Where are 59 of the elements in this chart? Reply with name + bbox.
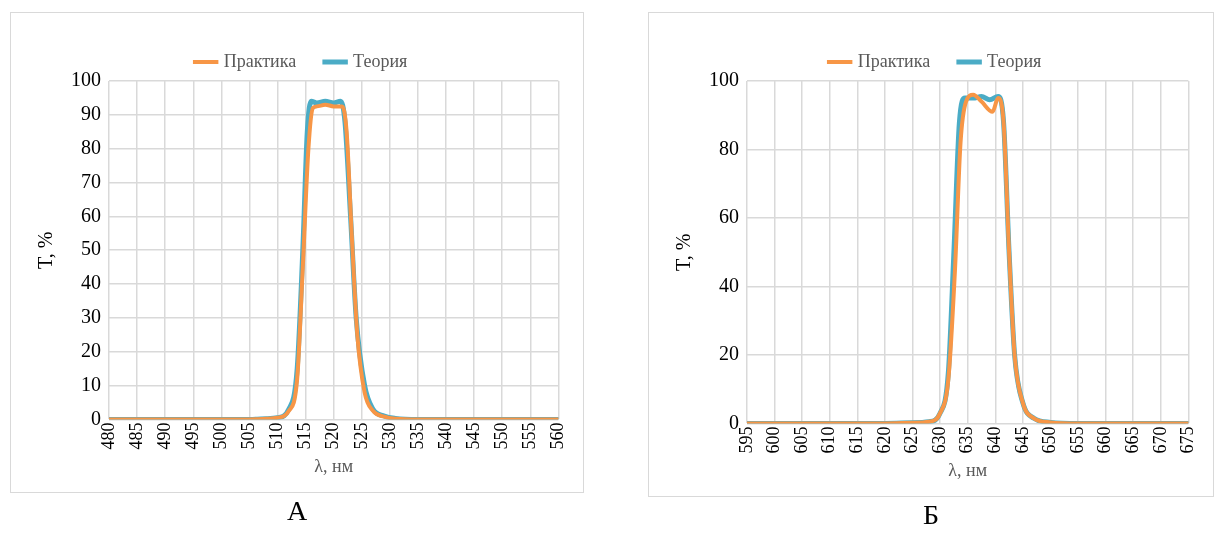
y-tick-label: 90 [81, 102, 101, 125]
y-axis-title: T, % [34, 231, 57, 269]
x-tick-label: 640 [984, 426, 1005, 454]
x-tick-label: 655 [1066, 426, 1087, 454]
y-tick-label: 60 [719, 205, 739, 228]
x-tick-label: 665 [1121, 426, 1142, 454]
x-tick-label: 660 [1094, 426, 1115, 454]
x-tick-label: 615 [846, 426, 867, 454]
y-tick-label: 0 [91, 406, 101, 429]
y-tick-label: 40 [81, 271, 101, 294]
y-tick-label: 0 [729, 410, 739, 433]
x-tick-label: 485 [125, 422, 146, 450]
y-tick-label: 30 [81, 305, 101, 328]
x-tick-label: 630 [928, 426, 949, 454]
y-tick-label: 70 [81, 169, 101, 192]
legend-label: Практика [223, 50, 297, 71]
x-tick-label: 505 [238, 422, 259, 450]
x-axis-title: λ, нм [314, 455, 354, 476]
x-tick-label: 635 [956, 426, 977, 454]
y-tick-label: 40 [719, 273, 739, 296]
x-tick-label: 560 [547, 422, 568, 450]
x-tick-label: 610 [818, 426, 839, 454]
x-tick-label: 530 [378, 422, 399, 450]
y-axis-title: T, % [672, 233, 695, 271]
x-tick-label: 545 [462, 422, 483, 450]
y-tick-label: 20 [81, 338, 101, 361]
y-tick-label: 20 [719, 342, 739, 365]
x-tick-label: 550 [490, 422, 511, 450]
x-tick-label: 510 [266, 422, 287, 450]
y-tick-label: 60 [81, 203, 101, 226]
y-tick-label: 100 [709, 68, 739, 91]
x-tick-label: 535 [406, 422, 427, 450]
legend-label: Теория [353, 50, 408, 71]
y-tick-label: 80 [81, 135, 101, 158]
x-tick-label: 500 [210, 422, 231, 450]
x-tick-label: 520 [322, 422, 343, 450]
y-tick-label: 10 [81, 372, 101, 395]
x-tick-label: 620 [873, 426, 894, 454]
x-tick-label: 670 [1149, 426, 1170, 454]
y-tick-label: 100 [71, 68, 101, 91]
x-tick-label: 495 [182, 422, 202, 450]
x-tick-label: 645 [1011, 426, 1032, 454]
x-tick-label: 675 [1177, 426, 1198, 454]
text: Б [921, 499, 941, 531]
text: А [285, 495, 309, 527]
x-tick-label: 515 [294, 422, 315, 450]
x-tick-label: 600 [763, 426, 784, 454]
x-tick-label: 555 [519, 422, 540, 450]
x-tick-label: 525 [350, 422, 371, 450]
x-tick-label: 540 [434, 422, 455, 450]
x-tick-label: 490 [153, 422, 174, 450]
x-tick-label: 605 [790, 426, 811, 454]
y-tick-label: 80 [719, 136, 739, 159]
y-tick-label: 50 [81, 237, 101, 260]
x-axis-title: λ, нм [948, 459, 988, 480]
legend-label: Практика [857, 50, 931, 71]
legend-label: Теория [987, 50, 1042, 71]
x-tick-label: 650 [1039, 426, 1060, 454]
x-tick-label: 625 [901, 426, 922, 454]
